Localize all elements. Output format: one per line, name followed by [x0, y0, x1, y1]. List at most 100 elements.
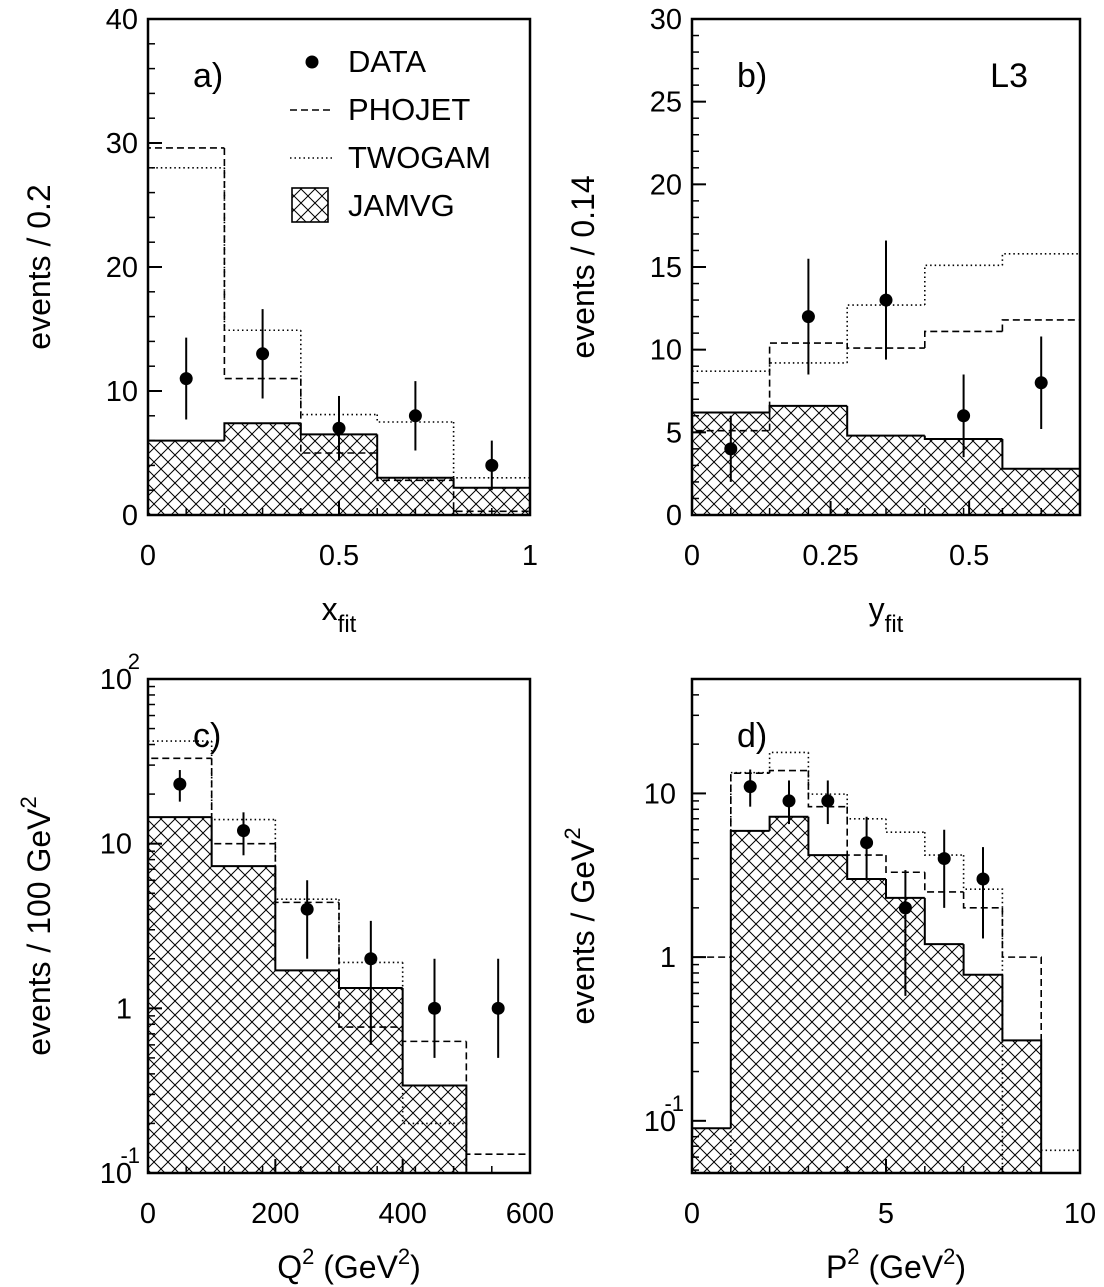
data-point [898, 901, 912, 915]
x-axis-label: Q2 (GeV2) [277, 1244, 421, 1285]
x-tick-label: 0 [140, 1198, 156, 1230]
y-tick-label: 15 [650, 252, 682, 284]
data-point [782, 794, 796, 808]
y-tick-exponent: -1 [120, 1143, 140, 1168]
y-axis-label: events / 0.2 [21, 184, 57, 349]
x-tick-label: 0.25 [802, 540, 858, 572]
legend-label: JAMVG [348, 188, 455, 223]
data-point [724, 442, 738, 456]
y-tick-label: 10 [100, 1158, 132, 1190]
jamvg-bar [769, 816, 809, 1173]
y-tick-label: 30 [650, 4, 682, 36]
panel-b: 0 0.25 0.5 0 5 10 15 20 25 30 b) L3 yfit events / 0.1… [565, 4, 1082, 638]
data-point [428, 1001, 441, 1015]
twogam-line [730, 751, 1080, 1173]
x-tick-label: 0 [684, 1198, 700, 1230]
legend-item-data: DATA [305, 44, 426, 79]
x-tick-label: 0 [684, 540, 700, 572]
y-tick-label: 20 [650, 169, 682, 201]
data-point [860, 836, 874, 850]
y-tick-exponent: -1 [664, 1091, 684, 1116]
y-tick-label: 0 [666, 500, 682, 532]
data-point [801, 310, 815, 324]
jamvg-bar [769, 405, 848, 515]
data-point [879, 293, 893, 307]
x-tick-label: 10 [1064, 1198, 1096, 1230]
panel-label: c) [193, 717, 221, 755]
x-tick-label: 0.5 [949, 540, 989, 572]
data-point [743, 780, 757, 794]
data-point [364, 952, 378, 966]
jamvg-bar [730, 830, 770, 1173]
y-tick-label: 1 [116, 993, 132, 1025]
y-tick-label: 10 [644, 778, 676, 810]
y-tick-label: 10 [650, 335, 682, 367]
corner-label: L3 [990, 57, 1028, 95]
y-tick-label: 5 [666, 417, 682, 449]
legend-item-phojet: PHOJET [290, 92, 470, 127]
x-tick-label: 400 [378, 1198, 426, 1230]
x-axis-label: P2 (GeV2) [826, 1244, 966, 1285]
panel-label: d) [737, 717, 767, 755]
data-point [237, 824, 250, 838]
legend-label: DATA [348, 44, 426, 79]
y-tick-label: 10 [644, 1106, 676, 1138]
jamvg-bar [1002, 468, 1080, 515]
x-tick-label: 0.5 [319, 540, 359, 572]
x-tick-label: 600 [506, 1198, 554, 1230]
jamvg-bar [847, 879, 886, 1173]
y-tick-label: 10 [100, 829, 132, 861]
y-axis-label: events / GeV2 [560, 827, 601, 1024]
legend-jamvg-swatch [291, 187, 329, 223]
jamvg-bar [1002, 1040, 1042, 1173]
x-tick-label: 1 [522, 540, 538, 572]
data-point [491, 1001, 505, 1015]
legend-item-jamvg: JAMVG [291, 187, 455, 223]
data-point [976, 872, 990, 886]
jamvg-bar [275, 970, 339, 1173]
data-point [937, 852, 951, 866]
legend-label: PHOJET [348, 92, 470, 127]
legend-label: TWOGAM [348, 140, 491, 175]
y-axis-label: events / 100 GeV2 [16, 796, 57, 1056]
data-point [408, 409, 422, 423]
y-tick-exponent: 2 [128, 649, 140, 674]
jamvg-bar [808, 855, 848, 1173]
jamvg-bar [924, 944, 964, 1173]
data-point [300, 902, 314, 916]
x-axis-label: yfit [869, 591, 904, 638]
legend-item-twogam: TWOGAM [290, 140, 491, 175]
data-point [957, 409, 971, 423]
jamvg-bar [211, 866, 276, 1173]
data-point [256, 347, 270, 361]
x-axis-label: xfit [322, 591, 357, 638]
x-tick-label: 5 [878, 1198, 894, 1230]
data-point [1034, 376, 1048, 390]
y-tick-label: 1 [660, 942, 676, 974]
panel-label: a) [193, 57, 223, 95]
jamvg-bar [148, 817, 212, 1173]
jamvg-bar [402, 1085, 467, 1173]
data-point [173, 777, 187, 791]
y-tick-label: 0 [122, 500, 138, 532]
y-tick-label: 10 [100, 664, 132, 696]
x-tick-label: 0 [140, 540, 156, 572]
jamvg-bar [963, 974, 1003, 1173]
y-tick-label: 10 [106, 376, 138, 408]
y-tick-label: 30 [106, 128, 138, 160]
y-tick-label: 25 [650, 87, 682, 119]
phojet-line [147, 757, 530, 1173]
y-axis-label: events / 0.14 [565, 175, 601, 358]
y-tick-label: 20 [106, 252, 138, 284]
jamvg-bar [224, 423, 301, 515]
data-point [332, 421, 346, 435]
y-tick-label: 40 [106, 4, 138, 36]
jamvg-bar [692, 1128, 731, 1173]
legend-data-marker [305, 55, 319, 69]
data-point [821, 794, 835, 808]
legend: DATA PHOJET TWOGAM JAMVG [290, 44, 491, 223]
data-point [179, 372, 193, 386]
